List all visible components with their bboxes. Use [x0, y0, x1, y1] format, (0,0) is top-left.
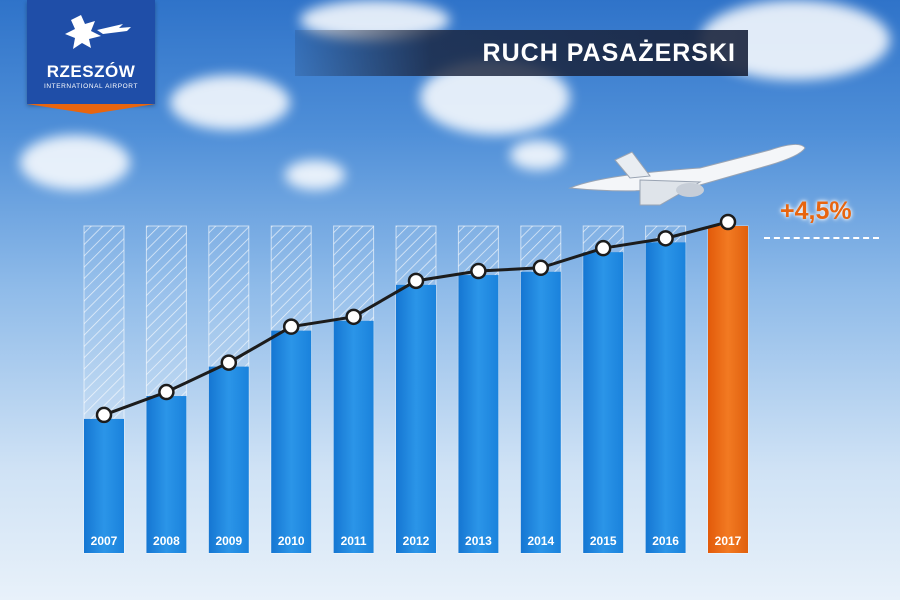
- bar-2017: [708, 226, 748, 553]
- airport-emblem-icon: [65, 15, 131, 49]
- data-point-2016: [657, 230, 674, 247]
- x-tick-label: 2017: [715, 534, 742, 548]
- x-tick-label: 2007: [91, 534, 118, 548]
- cloud: [285, 160, 345, 190]
- data-point-2009: [220, 354, 238, 371]
- cloud: [510, 140, 565, 170]
- bar-2013: [458, 275, 499, 553]
- bar-2012: [396, 284, 436, 553]
- logo-name: RZESZÓW: [46, 62, 136, 81]
- bar-2008: [146, 396, 187, 553]
- logo-subtitle: INTERNATIONAL AIRPORT: [43, 83, 139, 90]
- data-point-2012: [407, 272, 425, 290]
- x-tick-label: 2010: [278, 534, 305, 548]
- x-tick-label: 2016: [652, 534, 679, 548]
- growth-label: +4,5%: [780, 197, 852, 225]
- x-tick-label: 2014: [527, 534, 554, 548]
- bar-2016: [645, 242, 686, 553]
- x-tick-label: 2008: [153, 534, 180, 548]
- logo-accent: [27, 104, 155, 114]
- cloud: [20, 135, 130, 190]
- bar-2014: [520, 271, 561, 553]
- data-point-2015: [594, 239, 612, 257]
- bar-2015: [583, 252, 624, 553]
- x-tick-label: 2011: [341, 534, 367, 548]
- data-point-2014: [532, 259, 550, 277]
- airport-logo: RZESZÓW INTERNATIONAL AIRPORT: [27, 0, 155, 104]
- bar-2009: [208, 366, 249, 553]
- data-point-2008: [158, 383, 175, 401]
- bar-2010: [271, 330, 312, 553]
- page-title: RUCH PASAŻERSKI: [482, 39, 736, 67]
- bar-2007: [84, 418, 124, 553]
- airplane-icon: [568, 144, 806, 206]
- x-tick-label: 2009: [215, 534, 242, 548]
- data-point-2010: [282, 318, 300, 335]
- bar-2011: [333, 320, 374, 553]
- growth-baseline: [764, 237, 879, 239]
- data-point-2017: [719, 213, 737, 231]
- cloud: [170, 75, 290, 130]
- data-point-2011: [345, 308, 362, 326]
- title-bar: RUCH PASAŻERSKI: [295, 30, 748, 76]
- x-tick-label: 2012: [403, 534, 430, 548]
- x-tick-label: 2013: [465, 534, 492, 548]
- data-point-2007: [95, 406, 113, 424]
- data-point-2013: [470, 262, 487, 280]
- x-tick-label: 2015: [590, 534, 617, 548]
